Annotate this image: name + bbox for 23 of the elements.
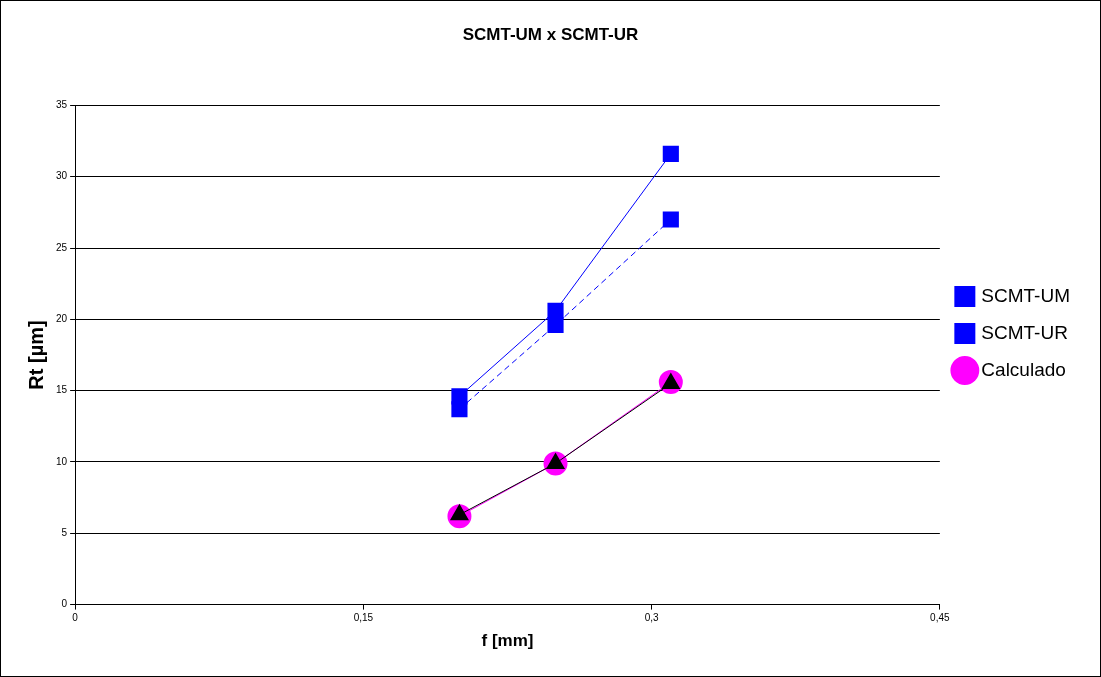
point [547,302,564,319]
point [451,388,468,405]
point [547,316,564,334]
x-tick-label: 0,45 [930,612,951,624]
y-tick-label: 15 [56,384,68,396]
legend-label: SCMT-UR [981,321,1068,343]
point [662,211,679,228]
chart-title: SCMT-UM x SCMT-UR [462,24,639,44]
y-tick-label: 25 [56,241,68,253]
y-axis-title: Rt [µm] [24,320,47,390]
y-tick-label: 35 [56,99,68,111]
legend-label: SCMT-UM [981,284,1070,306]
y-tick-label: 10 [56,455,68,467]
y-tick-label: 5 [61,527,68,539]
x-tick-label: 0,3 [644,612,659,624]
x-tick-label: 0,15 [353,612,374,624]
legend-label: Calculado [981,358,1066,380]
y-tick-label: 30 [56,170,68,182]
x-axis-title: f [mm] [481,631,534,651]
y-tick-label: 0 [61,598,68,610]
x-tick-label: 0 [72,612,79,624]
point [662,145,679,162]
y-tick-label: 20 [56,313,68,325]
